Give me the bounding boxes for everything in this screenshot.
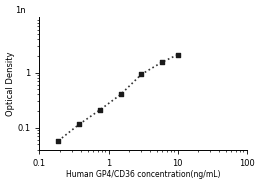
- Point: [98, 108, 102, 111]
- X-axis label: Human GP4/CD36 concentration(ng/mL): Human GP4/CD36 concentration(ng/mL): [66, 170, 220, 179]
- Point: [77, 123, 81, 126]
- Point: [176, 53, 180, 56]
- Point: [160, 60, 164, 63]
- Point: [56, 139, 61, 142]
- Y-axis label: Optical Density: Optical Density: [5, 51, 15, 116]
- Text: 1n: 1n: [15, 6, 25, 15]
- Point: [139, 73, 144, 76]
- Point: [119, 93, 123, 96]
